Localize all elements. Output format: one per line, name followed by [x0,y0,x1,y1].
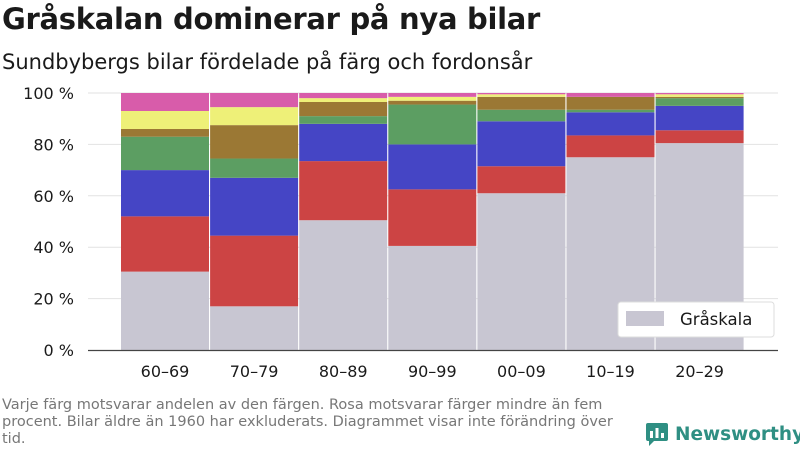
chart-subtitle: Sundbybergs bilar fördelade på färg och … [2,50,533,74]
footnote: Varje färg motsvarar andelen av den färg… [2,397,613,447]
bar-segment [655,94,744,97]
bar-segment [210,306,299,350]
bar-segment [477,93,566,95]
y-tick-label: 20 % [33,290,74,309]
bar-segment [655,96,744,99]
bar-segment [566,109,655,113]
bar-segment [388,104,477,145]
bar-segment [477,96,566,110]
bar-segment [121,216,209,272]
bar-segment [566,96,655,110]
y-tick-label: 80 % [33,135,74,154]
bar-segment [477,166,566,194]
bars [121,93,744,350]
bar-segment [655,130,744,144]
bar-segment [566,135,655,158]
bar-segment [299,98,388,102]
bar-segment [566,112,655,136]
legend: Gråskala [617,301,775,338]
bar-segment [121,110,209,129]
x-tick-label: 90–99 [408,362,457,381]
bar-segment [299,161,388,221]
x-tick-label: 10–19 [586,362,635,381]
x-tick-label: 80–89 [319,362,368,381]
bar-segment [388,245,477,350]
bar-segment [210,107,299,126]
bar-segment [299,220,388,350]
bar-segment [210,235,299,307]
x-tick-label: 00–09 [497,362,546,381]
y-axis-tick-labels: 0 % 20 % 40 % 60 % 80 % 100 % [23,84,74,360]
bar-segment [388,96,477,101]
x-tick-label: 60–69 [141,362,190,381]
bar-segment [388,93,477,97]
bar-segment [655,98,744,106]
bar-segment [210,93,299,108]
brand-name: Newsworthy [675,423,800,445]
legend-swatch [626,311,664,326]
legend-label: Gråskala [680,310,752,329]
y-tick-label: 60 % [33,187,74,206]
bar-segment [477,94,566,97]
bar-segment [299,93,388,99]
bar-segment [210,158,299,178]
x-tick-label: 20–29 [675,362,724,381]
x-tick-label: 70–79 [230,362,279,381]
bar-segment [121,93,209,111]
bar-segment [477,121,566,167]
bar-segment [210,125,299,159]
bar-segment [121,128,209,137]
bar-segment [388,144,477,190]
bar-segment [388,100,477,105]
bar-segment [121,271,209,350]
y-tick-label: 100 % [23,84,74,103]
chart-title: Gråskalan dominerar på nya bilar [2,2,541,36]
bar-segment [566,93,655,97]
bar-segment [121,170,209,217]
y-tick-label: 0 % [44,341,74,360]
bar-segment [121,136,209,171]
bar-segment [477,109,566,122]
y-tick-label: 40 % [33,238,74,257]
bar-segment [299,123,388,162]
bar-segment [210,177,299,236]
bar-segment [655,93,744,95]
legend-box [617,301,775,338]
bar-segment [477,193,566,350]
bar-segment [299,116,388,124]
newsworthy-logo-icon [646,423,668,446]
bar-segment [299,101,388,117]
bar-segment [388,189,477,246]
bar-segment [655,105,744,131]
x-axis-tick-labels: 60–69 70–79 80–89 90–99 00–09 10–19 20–29 [141,362,724,381]
brand: Newsworthy [645,420,800,448]
